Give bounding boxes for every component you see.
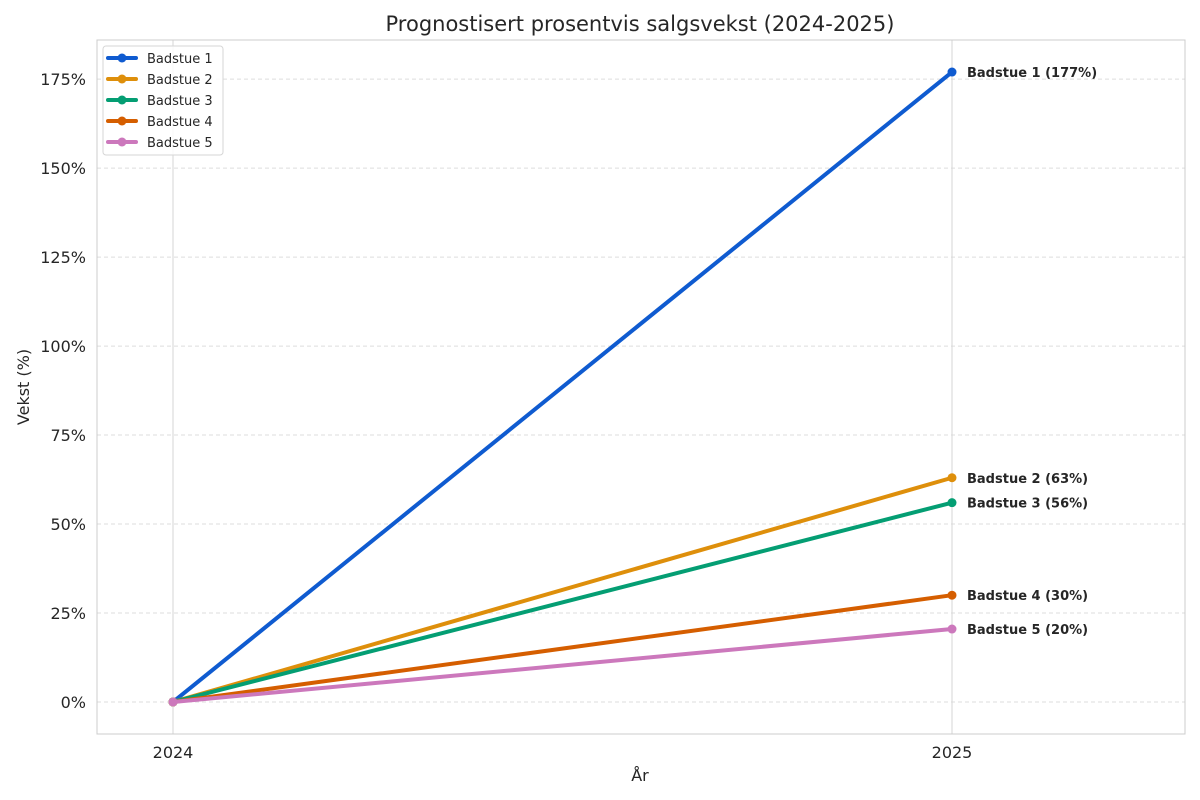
y-axis-ticks: 0% 25% 50% 75% 100% 125% 150% 175%: [40, 70, 86, 712]
data-point: [168, 697, 178, 707]
chart-title: Prognostisert prosentvis salgsvekst (202…: [386, 12, 895, 36]
series-end-label: Badstue 2 (63%): [967, 472, 1088, 487]
x-tick-label: 2024: [153, 743, 194, 762]
series-line: [171, 593, 954, 704]
series-end-label: Badstue 5 (20%): [967, 623, 1088, 638]
y-tick-label: 75%: [50, 426, 86, 445]
y-tick-label: 100%: [40, 337, 86, 356]
end-labels: Badstue 1 (177%) Badstue 2 (63%) Badstue 3…: [967, 66, 1097, 638]
legend-marker: [117, 74, 127, 84]
y-tick-label: 175%: [40, 70, 86, 89]
legend-label: Badstue 5: [147, 136, 213, 151]
legend-marker: [117, 95, 127, 105]
y-axis-label: Vekst (%): [14, 349, 33, 425]
y-tick-label: 0%: [61, 693, 86, 712]
series-end-label: Badstue 1 (177%): [967, 66, 1097, 81]
data-point: [947, 67, 957, 77]
data-point: [947, 473, 957, 483]
legend-marker: [117, 116, 127, 126]
y-tick-label: 25%: [50, 604, 86, 623]
series-line: [171, 500, 954, 704]
plot-area: [96, 39, 1186, 735]
data-point: [947, 498, 957, 508]
series-line: [171, 627, 954, 704]
legend-label: Badstue 3: [147, 94, 213, 109]
x-axis-label: År: [631, 766, 649, 785]
grid: [97, 40, 1185, 734]
y-tick-label: 150%: [40, 159, 86, 178]
y-tick-label: 50%: [50, 515, 86, 534]
series-end-label: Badstue 3 (56%): [967, 497, 1088, 512]
series-end-label: Badstue 4 (30%): [967, 589, 1088, 604]
legend-label: Badstue 4: [147, 115, 213, 130]
legend-box: [102, 45, 224, 156]
data-point: [947, 590, 957, 600]
series-line: [171, 475, 954, 704]
legend-marker: [117, 53, 127, 63]
data-point: [947, 624, 957, 634]
series-group: [168, 67, 957, 707]
legend-marker: [117, 137, 127, 147]
series-line: [171, 70, 954, 704]
legend-label: Badstue 1: [147, 52, 213, 67]
x-tick-label: 2025: [932, 743, 973, 762]
y-tick-label: 125%: [40, 248, 86, 267]
legend-label: Badstue 2: [147, 73, 213, 88]
x-axis-ticks: 2024 2025: [153, 743, 973, 762]
legend: Badstue 1 Badstue 2 Badstue 3 Badstue 4 Bads…: [102, 45, 224, 156]
